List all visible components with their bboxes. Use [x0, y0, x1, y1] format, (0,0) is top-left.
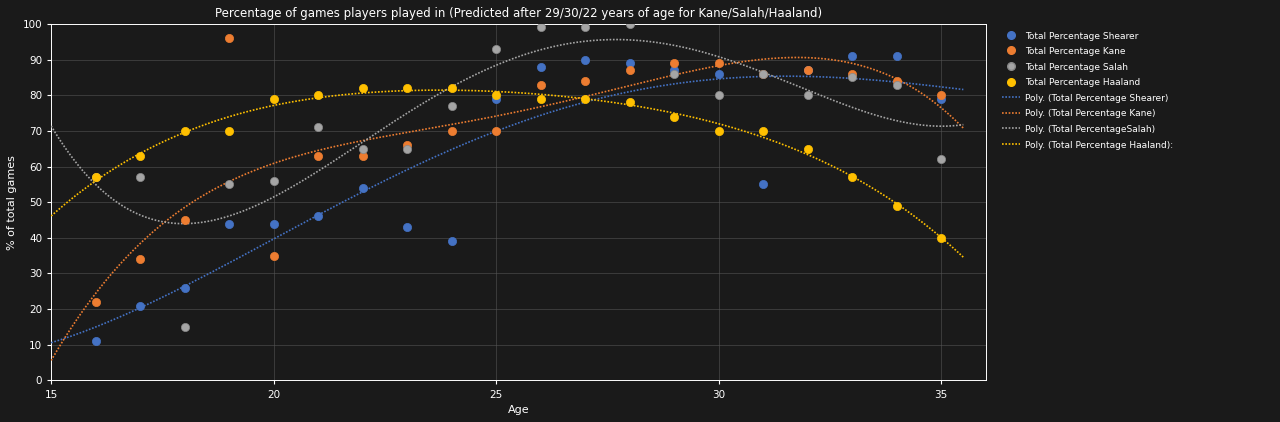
Point [397, 142, 417, 149]
Point [620, 99, 640, 106]
Point [931, 235, 951, 241]
Point [308, 124, 329, 131]
Point [264, 177, 284, 184]
Point [797, 67, 818, 73]
Point [129, 174, 150, 181]
Point [575, 95, 595, 102]
Point [708, 60, 728, 67]
Point [886, 53, 906, 60]
Point [219, 35, 239, 41]
Point [219, 127, 239, 134]
Point [397, 224, 417, 230]
Point [219, 220, 239, 227]
Point [797, 145, 818, 152]
Title: Percentage of games players played in (Predicted after 29/30/22 years of age for: Percentage of games players played in (P… [215, 7, 822, 20]
Point [352, 85, 372, 92]
Point [886, 203, 906, 209]
Point [352, 184, 372, 191]
Point [886, 78, 906, 84]
Point [575, 24, 595, 31]
Point [708, 127, 728, 134]
Point [86, 174, 106, 181]
Point [753, 127, 773, 134]
Point [931, 92, 951, 99]
Point [442, 103, 462, 109]
Point [264, 95, 284, 102]
Point [129, 152, 150, 159]
Point [86, 338, 106, 345]
Point [753, 70, 773, 77]
Point [575, 78, 595, 84]
Point [842, 74, 863, 81]
Point [753, 181, 773, 188]
Point [753, 70, 773, 77]
Point [352, 145, 372, 152]
Point [86, 174, 106, 181]
Point [86, 299, 106, 306]
Point [486, 95, 507, 102]
Point [442, 127, 462, 134]
Point [620, 21, 640, 27]
X-axis label: Age: Age [508, 405, 529, 415]
Point [530, 81, 550, 88]
Point [886, 81, 906, 88]
Point [486, 127, 507, 134]
Point [575, 56, 595, 63]
Point [931, 95, 951, 102]
Point [397, 145, 417, 152]
Point [842, 174, 863, 181]
Point [129, 302, 150, 309]
Point [442, 85, 462, 92]
Point [174, 324, 195, 330]
Point [842, 53, 863, 60]
Point [219, 181, 239, 188]
Point [664, 60, 685, 67]
Point [530, 24, 550, 31]
Point [308, 92, 329, 99]
Point [352, 152, 372, 159]
Point [530, 63, 550, 70]
Point [931, 156, 951, 163]
Point [129, 256, 150, 262]
Y-axis label: % of total games: % of total games [6, 155, 17, 250]
Point [397, 85, 417, 92]
Point [664, 70, 685, 77]
Point [842, 70, 863, 77]
Point [486, 46, 507, 52]
Point [708, 70, 728, 77]
Point [620, 60, 640, 67]
Point [486, 92, 507, 99]
Point [664, 67, 685, 73]
Point [174, 127, 195, 134]
Point [264, 220, 284, 227]
Legend: Total Percentage Shearer, Total Percentage Kane, Total Percentage Salah, Total P: Total Percentage Shearer, Total Percenta… [1000, 28, 1175, 152]
Point [797, 67, 818, 73]
Point [620, 67, 640, 73]
Point [530, 95, 550, 102]
Point [174, 216, 195, 223]
Point [442, 238, 462, 245]
Point [664, 113, 685, 120]
Point [797, 92, 818, 99]
Point [174, 284, 195, 291]
Point [308, 152, 329, 159]
Point [308, 213, 329, 220]
Point [708, 92, 728, 99]
Point [264, 252, 284, 259]
